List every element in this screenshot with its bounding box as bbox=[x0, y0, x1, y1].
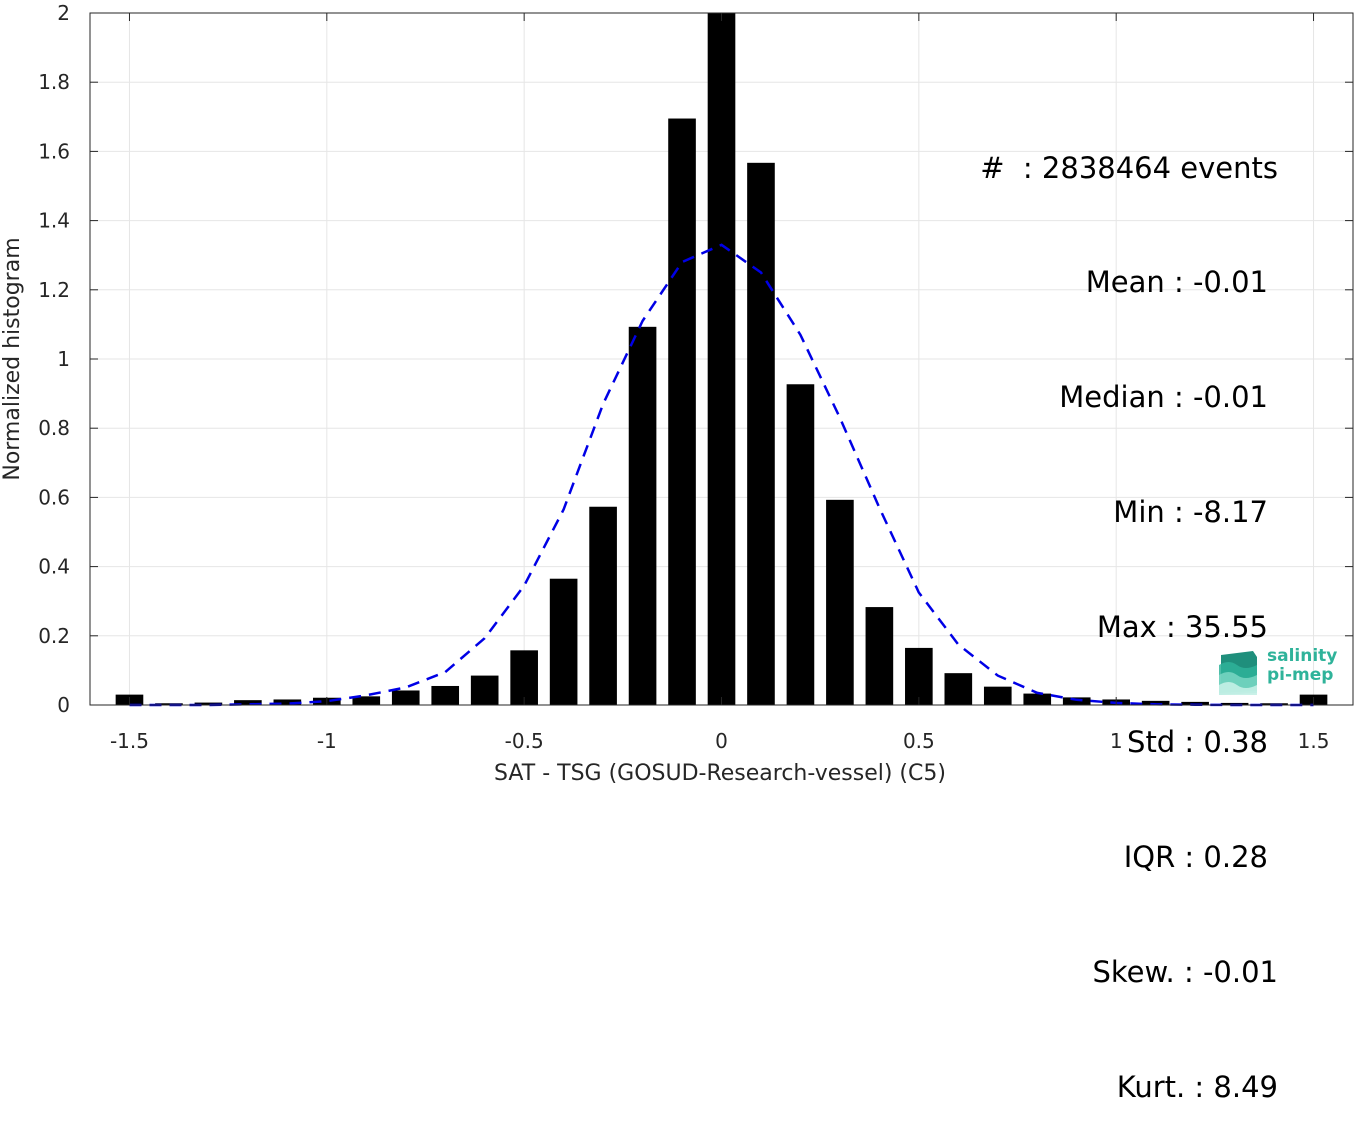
histogram-bar bbox=[1062, 697, 1091, 705]
salinity-pimep-logo: salinity pi-mep bbox=[1217, 645, 1347, 695]
histogram-bar bbox=[273, 699, 302, 705]
stat-min: Min : -8.17 bbox=[1113, 495, 1268, 530]
y-tick-label: 0 bbox=[57, 693, 70, 717]
histogram-bar bbox=[668, 118, 696, 705]
histogram-bar bbox=[155, 703, 183, 705]
y-tick-label: 1.6 bbox=[38, 139, 70, 163]
x-tick-label: 0.5 bbox=[903, 729, 935, 753]
y-tick-label: 1.8 bbox=[38, 70, 70, 94]
statistics-box: # : 2838464 events Mean : -0.01 Median :… bbox=[980, 72, 1278, 1144]
histogram-bar bbox=[865, 607, 894, 705]
histogram-bar bbox=[905, 647, 933, 705]
y-tick-label: 2 bbox=[57, 1, 70, 25]
y-tick-label: 0.2 bbox=[38, 624, 70, 648]
wave-logo-icon bbox=[1219, 651, 1257, 695]
histogram-bar bbox=[510, 650, 538, 705]
x-axis-label: SAT - TSG (GOSUD-Research-vessel) (C5) bbox=[494, 761, 946, 785]
y-tick-labels: 0 0.2 0.4 0.6 0.8 1 1.2 1.4 1.6 1.8 2 bbox=[38, 1, 70, 717]
x-tick-label: -1.5 bbox=[110, 729, 149, 753]
x-tick-label: 0 bbox=[715, 729, 728, 753]
stat-median: Median : -0.01 bbox=[1059, 380, 1268, 415]
stat-std: Std : 0.38 bbox=[1127, 725, 1268, 760]
histogram-bar bbox=[549, 578, 578, 705]
y-tick-label: 0.6 bbox=[38, 485, 70, 509]
x-tick-label: 1 bbox=[1110, 729, 1123, 753]
histogram-bar bbox=[628, 326, 657, 705]
histogram-bar bbox=[983, 686, 1012, 705]
logo-line-2: pi-mep bbox=[1267, 665, 1334, 685]
histogram-bar bbox=[747, 162, 775, 705]
stat-iqr: IQR : 0.28 bbox=[1123, 839, 1268, 874]
histogram-chart: -1.5 -1 -0.5 0 0.5 1 1.5 0 0.2 0.4 0.6 0.8 1 1.2 1.4 1… bbox=[0, 1, 1354, 785]
y-tick-label: 0.8 bbox=[38, 416, 70, 440]
histogram-bar bbox=[826, 499, 854, 705]
x-tick-label: -1 bbox=[317, 729, 337, 753]
histogram-bar bbox=[470, 675, 499, 705]
y-axis-label: Normalized histogram bbox=[0, 237, 25, 480]
logo-line-1: salinity bbox=[1267, 646, 1338, 666]
histogram-bar bbox=[352, 696, 381, 705]
bars bbox=[115, 13, 1328, 705]
histogram-bar bbox=[234, 700, 262, 705]
histogram-bar bbox=[589, 506, 617, 705]
stat-max: Max : 35.55 bbox=[1096, 610, 1268, 645]
histogram-bar bbox=[944, 673, 973, 705]
x-tick-label: -0.5 bbox=[505, 729, 544, 753]
x-tick-labels: -1.5 -1 -0.5 0 0.5 1 1.5 bbox=[110, 729, 1329, 753]
histogram-bar bbox=[391, 690, 420, 705]
y-tick-label: 1.2 bbox=[38, 278, 70, 302]
histogram-bar bbox=[1023, 693, 1052, 705]
logo-text: salinity pi-mep bbox=[1267, 647, 1337, 685]
stat-skew: Skew. : -0.01 bbox=[1092, 954, 1278, 989]
y-tick-label: 0.4 bbox=[38, 555, 70, 579]
histogram-bar bbox=[1181, 701, 1209, 705]
histogram-bar bbox=[786, 384, 815, 705]
stat-mean: Mean : -0.01 bbox=[1085, 265, 1268, 300]
stat-kurt: Kurt. : 8.49 bbox=[1116, 1069, 1278, 1104]
histogram-bar bbox=[194, 702, 223, 705]
histogram-bar bbox=[707, 13, 736, 705]
y-tick-label: 1.4 bbox=[38, 209, 70, 233]
y-tick-label: 1 bbox=[57, 347, 70, 371]
x-tick-label: 1.5 bbox=[1298, 729, 1330, 753]
histogram-bar bbox=[431, 685, 460, 705]
histogram-bar bbox=[1141, 700, 1170, 705]
stat-events: # : 2838464 events bbox=[980, 150, 1278, 185]
axes bbox=[89, 12, 1354, 706]
